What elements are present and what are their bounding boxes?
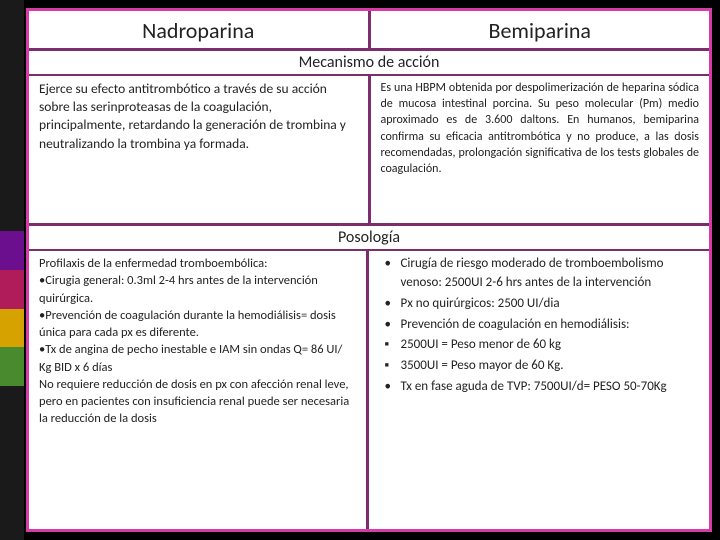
sidebar-block bbox=[0, 193, 24, 232]
sidebar-block bbox=[0, 154, 24, 193]
posology-left: Profilaxis de la enfermedad tromboembóli… bbox=[29, 251, 369, 529]
poso-left-item1: •Cirugia general: 0.3ml 2-4 hrs antes de… bbox=[39, 272, 356, 307]
poso-right-text: Tx en fase aguda de TVP: 7500UI/d= PESO … bbox=[401, 379, 667, 394]
poso-left-line2: No requiere reducción de dosis en px con… bbox=[39, 376, 356, 428]
sidebar-block bbox=[0, 309, 24, 348]
poso-left-item2: •Prevención de coagulación durante la he… bbox=[39, 307, 356, 342]
sidebar-color-strip bbox=[0, 0, 24, 540]
poso-right-text: Prevención de coagulación en hemodiálisi… bbox=[401, 317, 630, 332]
poso-right-item: ▪ 3500UI = Peso mayor de 60 Kg. bbox=[383, 357, 700, 376]
sidebar-block bbox=[0, 502, 24, 540]
mechanism-left: Ejerce su efecto antitrombótico a través… bbox=[29, 76, 371, 223]
bullet-icon: • bbox=[385, 378, 391, 397]
sidebar-block bbox=[0, 424, 24, 463]
mechanism-title: Mecanismo de acción bbox=[29, 51, 709, 76]
sidebar-block bbox=[0, 386, 24, 425]
sidebar-block bbox=[0, 347, 24, 386]
sidebar-block bbox=[0, 39, 24, 78]
header-row: Nadroparina Bemiparina bbox=[29, 11, 709, 51]
mechanism-row: Ejerce su efecto antitrombótico a través… bbox=[29, 76, 709, 226]
sidebar-block bbox=[0, 231, 24, 270]
posology-row: Profilaxis de la enfermedad tromboembóli… bbox=[29, 251, 709, 529]
comparison-table: Nadroparina Bemiparina Mecanismo de acci… bbox=[26, 8, 712, 532]
poso-right-text: 3500UI = Peso mayor de 60 Kg. bbox=[401, 358, 564, 373]
poso-right-item: • Prevención de coagulación en hemodiális… bbox=[383, 316, 700, 335]
poso-left-item3: •Tx de angina de pecho inestable e IAM s… bbox=[39, 341, 356, 376]
sidebar-block bbox=[0, 0, 24, 39]
poso-right-text: Cirugía de riesgo moderado de tromboembo… bbox=[401, 256, 664, 290]
poso-right-text: Px no quirúrgicos: 2500 UI/dia bbox=[401, 296, 560, 311]
poso-right-item: ▪ 2500UI = Peso menor de 60 kg bbox=[383, 336, 700, 355]
bullet-icon: ▪ bbox=[385, 357, 390, 376]
header-right: Bemiparina bbox=[371, 11, 710, 48]
bullet-icon: ▪ bbox=[385, 336, 390, 355]
sidebar-block bbox=[0, 463, 24, 502]
posology-title: Posología bbox=[29, 226, 709, 251]
poso-right-item: • Tx en fase aguda de TVP: 7500UI/d= PESO… bbox=[383, 378, 700, 397]
poso-right-item: • Px no quirúrgicos: 2500 UI/dia bbox=[383, 295, 700, 314]
poso-right-text: 2500UI = Peso menor de 60 kg bbox=[401, 337, 562, 352]
sidebar-block bbox=[0, 116, 24, 155]
posology-right: • Cirugía de riesgo moderado de tromboemb… bbox=[369, 251, 710, 529]
sidebar-block bbox=[0, 77, 24, 116]
header-left: Nadroparina bbox=[29, 11, 371, 48]
bullet-icon: • bbox=[385, 316, 391, 335]
poso-right-item: • Cirugía de riesgo moderado de tromboemb… bbox=[383, 255, 700, 293]
bullet-icon: • bbox=[385, 255, 391, 274]
bullet-icon: • bbox=[385, 295, 391, 314]
sidebar-block bbox=[0, 270, 24, 309]
mechanism-right: Es una HBPM obtenida por despolimerizaci… bbox=[371, 76, 710, 223]
poso-left-line1: Profilaxis de la enfermedad tromboembóli… bbox=[39, 255, 356, 272]
